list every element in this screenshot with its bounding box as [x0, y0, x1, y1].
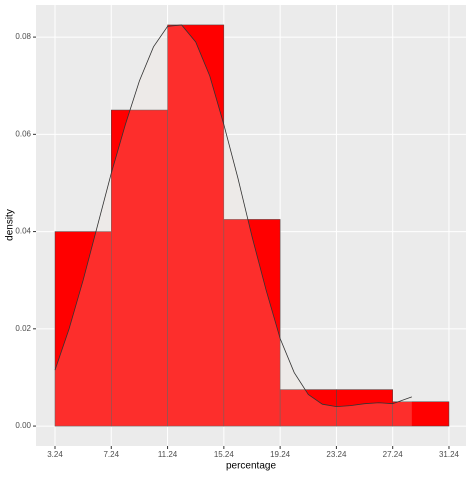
bar	[336, 389, 393, 427]
y-tick-label: 0.08	[15, 32, 31, 41]
density-area	[54, 24, 412, 427]
y-axis-title: density	[5, 209, 16, 241]
x-tick-label: 31.24	[439, 450, 460, 459]
x-tick-label: 15.24	[214, 450, 235, 459]
bar	[111, 109, 168, 427]
density-line	[54, 24, 412, 408]
x-tick-label: 23.24	[326, 450, 347, 459]
x-tick-label: 3.24	[47, 450, 63, 459]
bar	[54, 231, 112, 427]
y-tick-label: 0.04	[15, 227, 31, 236]
y-tick-label: 0.00	[15, 421, 31, 430]
x-tick-label: 7.24	[103, 450, 119, 459]
x-tick-label: 19.24	[270, 450, 291, 459]
x-tick-label: 11.24	[158, 450, 178, 459]
y-tick-label: 0.02	[15, 324, 31, 333]
bar	[392, 401, 450, 427]
x-axis-title: percentage	[226, 461, 276, 472]
x-tick-label: 27.24	[383, 450, 404, 459]
bar	[223, 219, 281, 427]
y-tick-label: 0.06	[15, 129, 31, 138]
bar	[279, 389, 337, 427]
